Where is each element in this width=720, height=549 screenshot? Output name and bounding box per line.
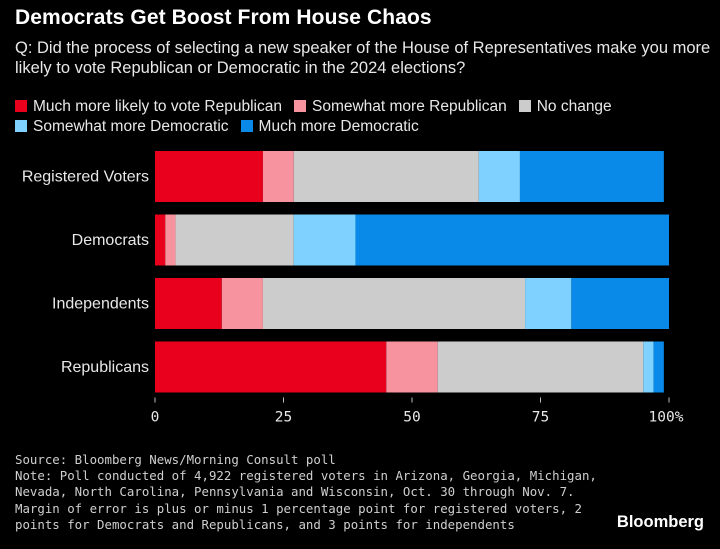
legend-swatch	[15, 120, 27, 132]
bloomberg-logo: Bloomberg	[616, 513, 704, 531]
legend-label: Somewhat more Democratic	[33, 118, 229, 135]
bar-segment	[262, 278, 526, 329]
x-tick-label: 25	[275, 410, 292, 426]
bar-segment	[155, 151, 263, 202]
x-tick-label: 50	[403, 410, 420, 426]
bar-segment	[293, 151, 479, 202]
legend: Much more likely to vote Republican Somew…	[15, 97, 715, 137]
bar-segment	[525, 278, 572, 329]
chart-subtitle: Q: Did the process of selecting a new sp…	[15, 39, 711, 77]
bar-segment	[571, 278, 669, 329]
note-line-2: Nevada, North Carolina, Pennsylvania and…	[15, 484, 575, 500]
x-tick-label: 0	[151, 410, 160, 426]
legend-swatch	[15, 100, 27, 112]
bar-segment	[165, 214, 176, 266]
note-line-4: points for Democrats and Republicans, an…	[15, 516, 515, 532]
legend-label: Much more likely to vote Republican	[33, 98, 282, 115]
legend-item-4: Somewhat more Democratic	[15, 117, 229, 137]
source-note: Source: Bloomberg News/Morning Consult p…	[15, 452, 336, 467]
note-line-3: Margin of error is plus or minus 1 perce…	[15, 500, 582, 516]
legend-swatch	[240, 120, 253, 132]
bar-segment	[155, 341, 387, 393]
footer: Source: Bloomberg News/Morning Consult p…	[15, 452, 615, 533]
bar-segment	[478, 151, 520, 202]
legend-label: No change	[536, 98, 612, 115]
bar-segment	[155, 214, 166, 266]
stacked-bar-chart: Registered Voters Democrats Independents Re…	[22, 151, 684, 426]
x-tick-label: 75	[532, 410, 549, 426]
chart-title: Democrats Get Boost From House Chaos	[15, 6, 432, 29]
category-label: Republicans	[61, 359, 149, 376]
legend-item-1: Much more likely to vote Republican	[15, 97, 282, 117]
bar-segment	[175, 214, 294, 266]
legend-swatch	[293, 100, 306, 112]
bar-segment	[262, 151, 294, 202]
bar-segment	[355, 214, 669, 266]
category-label: Independents	[52, 296, 149, 313]
legend-item-5: Much more Democratic	[240, 117, 419, 137]
bar-segment	[155, 278, 222, 329]
bar-segment	[643, 341, 654, 393]
bar-segment	[221, 278, 263, 329]
legend-item-3: No change	[518, 97, 612, 117]
bar-segment	[653, 341, 664, 393]
legend-label: Much more Democratic	[258, 118, 419, 135]
category-label: Registered Voters	[22, 169, 149, 186]
bar-segment	[437, 341, 644, 393]
legend-item-2: Somewhat more Republican	[293, 97, 507, 117]
bar-segment	[293, 214, 356, 266]
category-label: Democrats	[72, 232, 149, 249]
note-line-1: Note: Poll conducted of 4,922 registered…	[15, 468, 597, 484]
legend-swatch	[518, 100, 531, 112]
x-tick-label: 100%	[649, 410, 684, 426]
bar-segment	[386, 341, 438, 393]
bar-segment	[519, 151, 664, 202]
legend-label: Somewhat more Republican	[311, 98, 507, 115]
